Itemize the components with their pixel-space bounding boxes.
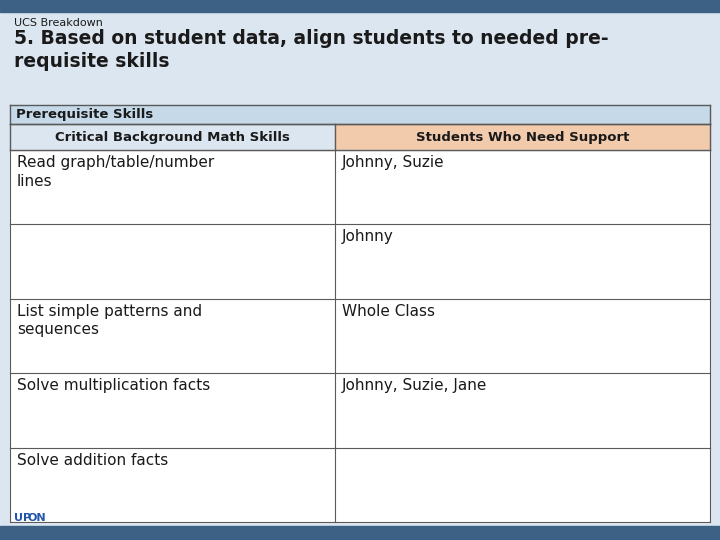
Text: UCS Breakdown: UCS Breakdown: [14, 18, 103, 28]
Text: Johnny, Suzie, Jane: Johnny, Suzie, Jane: [342, 378, 487, 393]
Text: Solve addition facts: Solve addition facts: [17, 453, 168, 468]
Text: ON: ON: [28, 513, 47, 523]
Text: Solve multiplication facts: Solve multiplication facts: [17, 378, 210, 393]
Text: Johnny, Suzie: Johnny, Suzie: [342, 155, 445, 170]
Text: Students Who Need Support: Students Who Need Support: [416, 131, 629, 144]
Bar: [10, 105, 710, 124]
Bar: [0, 526, 720, 540]
Text: Johnny: Johnny: [342, 230, 394, 245]
Text: Read graph/table/number
lines: Read graph/table/number lines: [17, 155, 215, 188]
Bar: [10, 150, 710, 522]
Text: UP: UP: [14, 513, 31, 523]
Text: List simple patterns and
sequences: List simple patterns and sequences: [17, 304, 202, 338]
Text: 5. Based on student data, align students to needed pre-
requisite skills: 5. Based on student data, align students…: [14, 29, 608, 71]
Bar: [10, 124, 335, 150]
Text: Whole Class: Whole Class: [342, 304, 435, 319]
Bar: [0, 0, 720, 12]
Text: Prerequisite Skills: Prerequisite Skills: [16, 108, 153, 121]
Bar: [335, 124, 710, 150]
Text: Critical Background Math Skills: Critical Background Math Skills: [55, 131, 290, 144]
